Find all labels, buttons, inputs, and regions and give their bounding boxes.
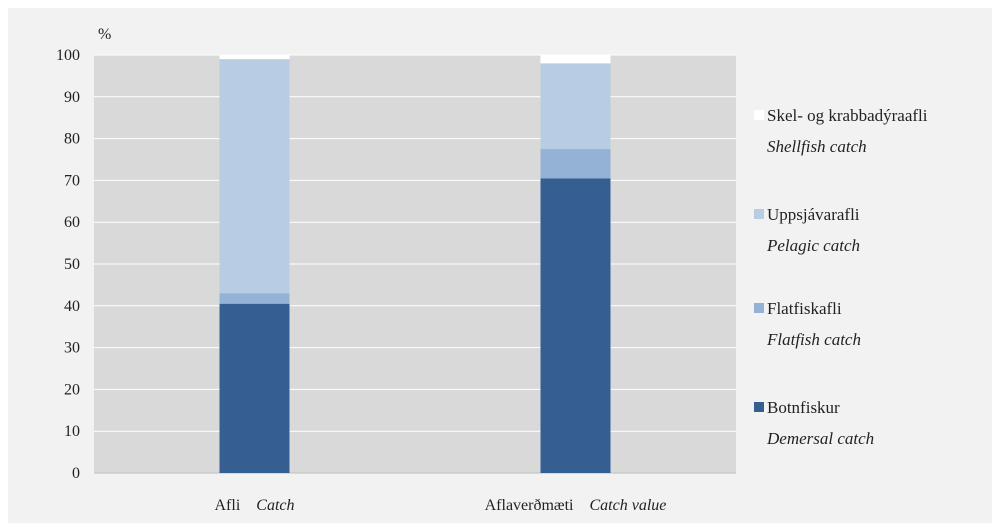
y-tick-label: 70 [64,172,80,189]
bar-segment [540,63,611,150]
legend-swatch [754,110,764,120]
y-tick-label: 50 [64,256,80,273]
legend-swatch [754,303,764,313]
chart-frame: 0 10 20 30 40 50 60 70 80 90 100 Afli Catch Aflaver… [8,8,992,523]
y-tick-label: 100 [56,47,80,64]
bar-segment [219,55,290,60]
y-tick-label: 60 [64,214,80,231]
legend-label-en: Demersal catch [767,429,875,448]
legend-label: Flatfiskafli [767,299,842,318]
y-tick-label: 40 [64,298,80,315]
bar-segment [219,303,290,473]
legend-label: Botnfiskur [767,398,840,417]
bar-segment [540,178,611,473]
y-tick-label: 10 [64,423,80,440]
y-tick-label: 80 [64,131,80,148]
legend-label: Skel- og krabbadýraafli [767,106,928,125]
x-tick-label-is: Afli [215,497,257,514]
legend-label: Uppsjávarafli [767,205,860,224]
x-tick-label: Afli Catch [215,497,295,514]
y-axis-unit: % [98,26,112,43]
legend-label-en: Shellfish catch [767,137,867,156]
x-tick-label-is: Aflaverðmæti [485,497,590,514]
legend-label-en: Pelagic catch [767,236,860,255]
bar-segment [219,293,290,304]
x-tick-label: Aflaverðmæti Catch value [485,497,667,514]
bar-segment [219,59,290,294]
x-tick-label-en: Catch value [590,497,667,514]
legend-label-en: Flatfish catch [767,330,861,349]
x-tick-label-en: Catch [256,497,294,514]
bar-segment [540,149,611,179]
stacked-bar-chart: 0 10 20 30 40 50 60 70 80 90 100 Afli Catch Aflaver… [56,47,736,514]
y-tick-label: 0 [72,465,80,482]
y-tick-label: 30 [64,340,80,357]
bar-segment [540,55,611,64]
y-tick-label: 90 [64,89,80,106]
legend-swatch [754,402,764,412]
y-tick-label: 20 [64,381,80,398]
legend-swatch [754,209,764,219]
